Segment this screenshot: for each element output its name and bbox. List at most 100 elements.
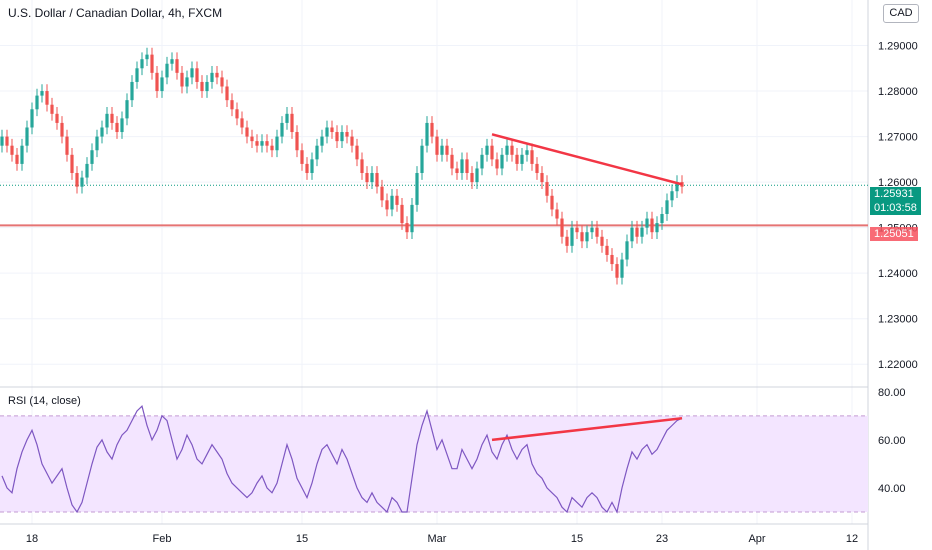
candle-body (430, 122, 434, 137)
candle-body (90, 150, 94, 164)
candle-body (490, 145, 494, 160)
candle-body (605, 245, 609, 255)
price-tick-label: 1.26000 (878, 177, 918, 189)
candle-body (75, 173, 79, 187)
candle-body (555, 209, 559, 219)
candle-body (105, 113, 109, 128)
rsi-series-line (1, 405, 683, 514)
candle-body (325, 127, 329, 137)
candle-body (25, 127, 29, 146)
candle-body (70, 154, 74, 174)
time-tick-label: 15 (571, 533, 583, 545)
candle-body (150, 54, 154, 73)
candle-body (440, 145, 444, 155)
rsi-tick-label: 80.00 (878, 387, 906, 399)
candle-body (350, 136, 354, 146)
candle-body (660, 213, 664, 224)
candle-body (315, 145, 319, 160)
trendline[interactable] (491, 133, 683, 186)
candle-body (10, 145, 14, 155)
rsi-band-fill (0, 415, 868, 512)
rsi-divergence-trendline (491, 417, 683, 442)
candle-body (20, 145, 24, 164)
candle-body (5, 136, 9, 146)
candle-body (295, 132, 299, 151)
candle-body (230, 100, 234, 110)
price-tick-label: 1.29000 (878, 41, 918, 53)
candle-body (675, 182, 679, 192)
candle-body (515, 154, 519, 164)
candle-body (280, 122, 284, 137)
candle-body (630, 227, 634, 242)
last-price-tag: 1.25931 01:03:58 (870, 187, 921, 215)
price-tick-label: 1.24000 (878, 268, 918, 280)
candle-body (545, 182, 549, 196)
candle-body (410, 204, 414, 233)
candle-body (470, 173, 474, 183)
candle-body (265, 141, 269, 146)
candle-body (575, 227, 579, 233)
candle-body (40, 91, 44, 96)
candle-body (580, 232, 584, 242)
candle-body (620, 259, 624, 278)
candle-body (415, 173, 419, 205)
candle-body (635, 227, 639, 237)
time-tick-label: Mar (428, 533, 447, 545)
candle-body (540, 173, 544, 183)
candle-body (480, 154, 484, 169)
candle-body (645, 218, 649, 228)
candle-body (240, 118, 244, 128)
candlesticks (0, 47, 684, 285)
candle-body (385, 200, 389, 210)
candle-body (55, 113, 59, 123)
candle-body (460, 159, 464, 174)
candle-body (205, 81, 209, 92)
candle-body (290, 113, 294, 133)
candle-body (650, 218, 654, 233)
candle-body (560, 218, 564, 237)
candle-body (330, 127, 334, 133)
time-tick-label: 12 (846, 533, 858, 545)
candle-body (475, 168, 479, 183)
candle-body (200, 81, 204, 92)
candle-body (550, 195, 554, 210)
candle-body (185, 77, 189, 87)
candle-body (335, 132, 339, 142)
candle-body (375, 173, 379, 187)
rsi-divergence-line[interactable] (491, 417, 683, 442)
candle-body (310, 159, 314, 174)
currency-button[interactable]: CAD (883, 4, 919, 23)
candle-body (600, 236, 604, 246)
time-tick-label: 18 (26, 533, 38, 545)
candle-body (60, 122, 64, 137)
price-tick-label: 1.23000 (878, 314, 918, 326)
rsi-indicator-label[interactable]: RSI (14, close) (8, 395, 81, 407)
symbol-title: U.S. Dollar / Canadian Dollar, 4h, FXCM (8, 6, 223, 20)
candle-body (210, 72, 214, 82)
candle-body (155, 72, 159, 92)
candle-body (370, 173, 374, 183)
candle-body (80, 177, 84, 187)
candle-body (670, 191, 674, 201)
candle-body (500, 154, 504, 169)
candle-body (510, 145, 514, 155)
horizontal-level[interactable] (0, 184, 868, 227)
candle-body (345, 132, 349, 137)
resistance-trendline (491, 133, 683, 186)
candle-body (340, 132, 344, 142)
rsi-tick-label: 40.00 (878, 483, 906, 495)
candle-body (450, 154, 454, 169)
candle-body (425, 122, 429, 146)
candle-body (495, 159, 499, 169)
candle-body (190, 68, 194, 78)
candle-body (535, 163, 539, 174)
candle-body (455, 168, 459, 174)
candle-body (45, 91, 49, 105)
candle-body (35, 95, 39, 110)
candle-body (85, 163, 89, 178)
rsi-tick-label: 60.00 (878, 435, 906, 447)
candle-body (245, 127, 249, 137)
candle-body (165, 63, 169, 78)
candle-body (0, 136, 4, 146)
